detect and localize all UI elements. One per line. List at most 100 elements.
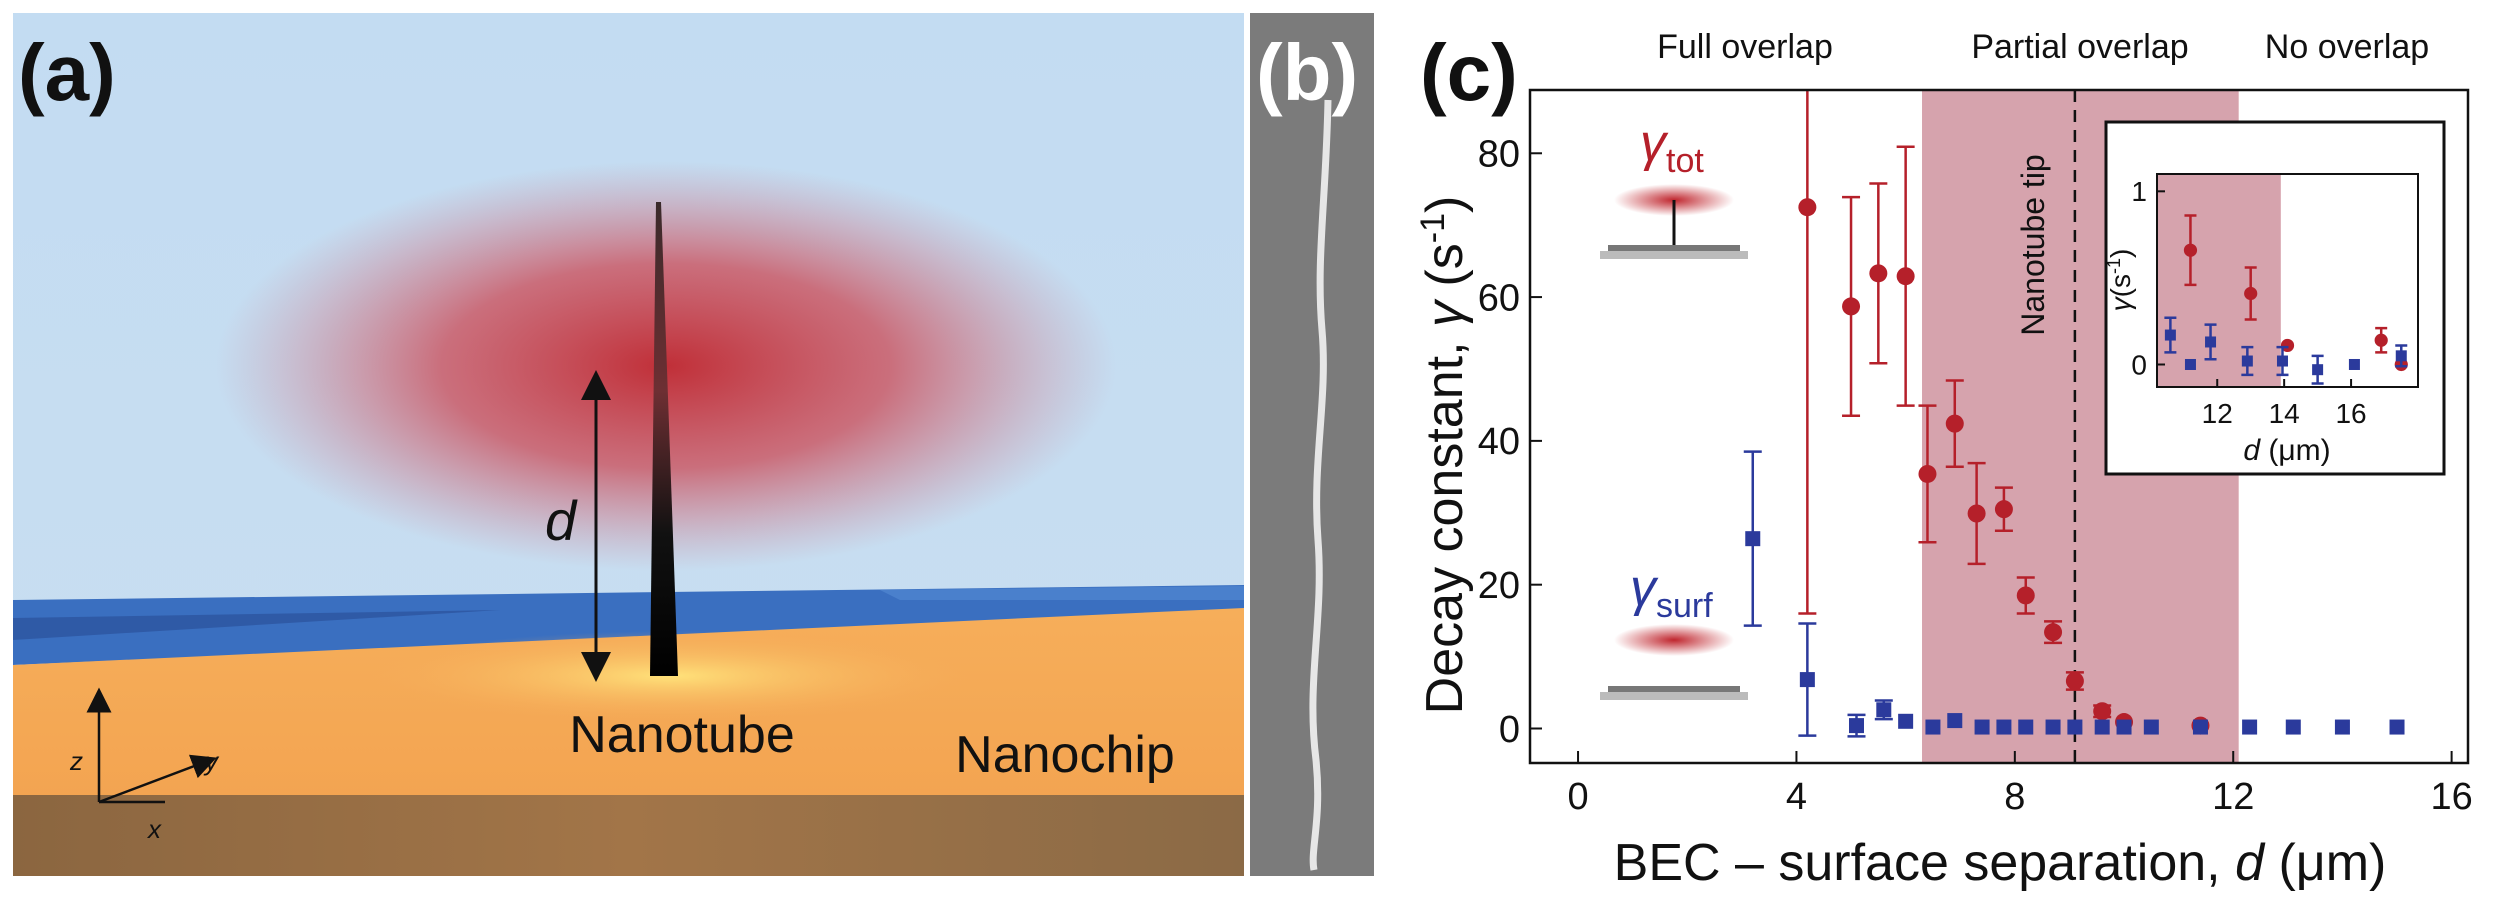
- chip-base: [13, 795, 1244, 876]
- axes-frame: [1528, 88, 2470, 765]
- x-axis-label-part: d: [2235, 834, 2266, 892]
- y-label: y: [203, 746, 220, 776]
- data-point: [2241, 355, 2253, 367]
- data-point: [1947, 713, 1963, 729]
- data-point: [1799, 672, 1815, 688]
- nanotube-label: Nanotube: [569, 706, 795, 764]
- y-axis-label-part: γ: [1416, 298, 1474, 327]
- panel-c: (c) Decay constant, γ (s-1) BEC – surfac…: [1414, 28, 2473, 892]
- panel-a: d Nanotube Nanochip z y x (a): [13, 13, 1244, 876]
- x-tick-label: 12: [2202, 398, 2233, 429]
- x-tick-label: 16: [2335, 398, 2366, 429]
- y-tick-label: 0: [1499, 709, 1520, 751]
- data-point: [2116, 719, 2132, 735]
- plot-area: [2157, 174, 2408, 387]
- data-point: [1848, 718, 1864, 734]
- data-point: [2280, 338, 2295, 353]
- data-point: [2143, 719, 2159, 735]
- data-point: [2242, 719, 2258, 735]
- data-point: [2244, 286, 2258, 301]
- inset-x-label: d (μm): [2243, 434, 2330, 467]
- x-axis-label-part: (μm): [2264, 834, 2386, 892]
- y-axis-label-part: ): [1416, 196, 1474, 213]
- z-label: z: [69, 746, 83, 776]
- data-point: [2016, 586, 2035, 605]
- axes-frame: [2156, 173, 2419, 388]
- series-label: γtot: [1640, 114, 1704, 180]
- data-point: [1896, 267, 1915, 286]
- data-point: [1898, 713, 1914, 729]
- data-point: [2094, 719, 2110, 735]
- icon-bec: [1614, 624, 1734, 656]
- inset-y-label-part: (s: [2105, 274, 2136, 297]
- series-label-symbol: γ: [1640, 114, 1669, 172]
- series-label: γsurf: [1630, 559, 1713, 625]
- y-axis-label-part: (s: [1416, 243, 1474, 301]
- data-point: [2044, 623, 2063, 642]
- data-point: [2184, 358, 2196, 370]
- data-point: [1876, 702, 1892, 718]
- data-point: [1842, 297, 1861, 316]
- y-tick-label: 40: [1478, 421, 1520, 463]
- data-point: [2374, 333, 2388, 347]
- data-point: [1994, 500, 2013, 519]
- panel-label: (a): [18, 28, 116, 117]
- y-tick-label: 60: [1478, 277, 1520, 319]
- region-label: No overlap: [2265, 28, 2429, 66]
- data-point: [2093, 702, 2112, 721]
- nanochip-label: Nanochip: [955, 726, 1175, 784]
- inset-y-label-part: γ: [2105, 295, 2136, 311]
- icon-chip: [1600, 692, 1748, 700]
- data-point: [2192, 719, 2208, 735]
- data-point: [2164, 329, 2176, 341]
- x-axis-label-part: BEC – surface separation,: [1614, 834, 2235, 892]
- data-point: [1745, 531, 1761, 547]
- water-stripe: [880, 586, 1244, 600]
- data-point: [1996, 719, 2012, 735]
- inset-y-label-part: -1: [2104, 258, 2124, 274]
- data-point: [1945, 414, 1964, 433]
- icon-chip: [1608, 686, 1740, 692]
- y-axis-label: Decay constant, γ (s-1): [1414, 196, 1474, 715]
- data-point: [2395, 350, 2407, 362]
- x-tick-label: 14: [2269, 398, 2300, 429]
- inset-x-label-part: d: [2243, 434, 2261, 467]
- x-tick-label: 16: [2430, 776, 2472, 818]
- data-point: [1798, 198, 1817, 217]
- shaded-region: [2157, 174, 2281, 387]
- panel-label: (c): [1420, 28, 1518, 117]
- data-point: [1869, 264, 1888, 283]
- y-axis-label-part: Decay constant,: [1416, 327, 1474, 714]
- icon-chip: [1600, 251, 1748, 259]
- error-bar: [1798, 90, 1817, 615]
- series-label-symbol: γ: [1630, 559, 1659, 617]
- data-point: [2018, 719, 2034, 735]
- series-label-subscript: surf: [1656, 587, 1713, 625]
- nanotube: [650, 202, 678, 676]
- axes-icon: [86, 687, 217, 804]
- data-point: [2045, 719, 2061, 735]
- data-point: [2285, 719, 2301, 735]
- nanotube-image: [1309, 99, 1332, 871]
- x-tick-label: 4: [1786, 776, 1807, 818]
- data-point: [2348, 358, 2360, 370]
- inset-y-label-part: ): [2105, 249, 2136, 258]
- inset-y-label: γ(s-1): [2104, 249, 2136, 312]
- data-point: [2205, 336, 2217, 348]
- y-tick-label: 1: [2131, 176, 2147, 207]
- y-axis-label-part: -1: [1414, 213, 1452, 243]
- x-tick-label: 0: [1567, 776, 1588, 818]
- data-point: [1925, 719, 1941, 735]
- data-point: [1918, 464, 1937, 483]
- inset-x-label-part: (μm): [2260, 434, 2331, 467]
- d-label: d: [545, 489, 578, 552]
- data-point: [2312, 364, 2324, 376]
- water-stripe: [13, 610, 500, 640]
- x-axis-label: BEC – surface separation, d (μm): [1614, 834, 2387, 892]
- data-point: [1967, 504, 1986, 523]
- region-label: Partial overlap: [1971, 28, 2188, 66]
- icon-chip: [1608, 245, 1740, 251]
- series-label-subscript: tot: [1666, 142, 1704, 180]
- data-point: [2065, 672, 2084, 691]
